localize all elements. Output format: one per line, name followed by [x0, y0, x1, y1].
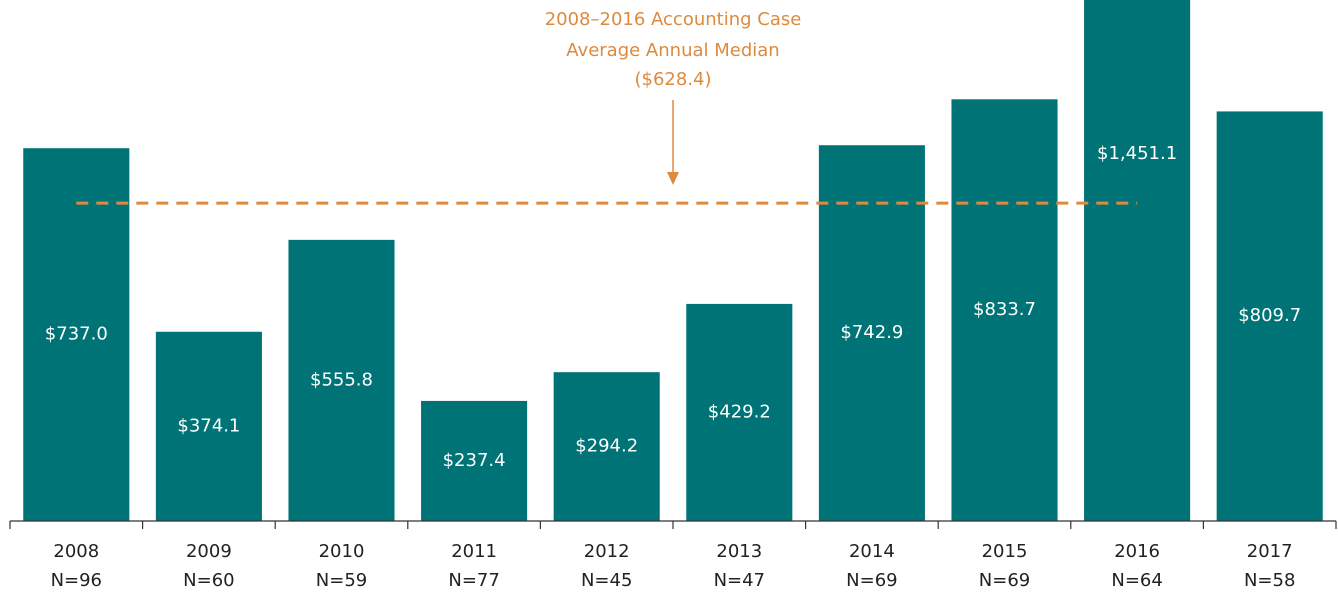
bar [288, 239, 395, 521]
x-tick-label: 2012 [584, 541, 630, 562]
bar [1084, 0, 1191, 521]
x-tick-label: 2009 [186, 541, 232, 562]
bar [155, 331, 262, 521]
bar [421, 400, 528, 521]
sample-size-label: N=69 [979, 570, 1030, 591]
value-label: $833.7 [973, 299, 1036, 320]
sample-size-label: N=47 [714, 570, 765, 591]
x-tick-label: 2014 [849, 541, 895, 562]
value-label: $1,451.1 [1097, 143, 1177, 164]
sample-size-label: N=96 [51, 570, 102, 591]
sample-size-label: N=59 [316, 570, 367, 591]
value-label: $555.8 [310, 369, 373, 390]
value-label: $374.1 [177, 415, 240, 436]
sample-size-label: N=58 [1244, 570, 1295, 591]
reference-label: 2008–2016 Accounting Case [545, 9, 802, 30]
x-tick-label: 2017 [1247, 541, 1293, 562]
value-label: $429.2 [708, 401, 771, 422]
x-tick-label: 2015 [982, 541, 1028, 562]
x-tick-label: 2013 [716, 541, 762, 562]
x-tick-label: 2016 [1114, 541, 1160, 562]
sample-size-label: N=69 [846, 570, 897, 591]
bar [818, 145, 925, 521]
sample-size-label: N=60 [183, 570, 234, 591]
value-label: $809.7 [1238, 305, 1301, 326]
bar [23, 148, 130, 521]
reference-label: ($628.4) [634, 69, 711, 90]
reference-label: Average Annual Median [566, 40, 779, 61]
x-tick-label: 2008 [53, 541, 99, 562]
value-label: $294.2 [575, 436, 638, 457]
sample-size-label: N=64 [1111, 570, 1162, 591]
value-label: $737.0 [45, 324, 108, 345]
plot-area [23, 0, 1323, 521]
sample-size-label: N=45 [581, 570, 632, 591]
bar [1216, 111, 1323, 521]
annotation-arrowhead [667, 172, 679, 185]
bar [686, 303, 793, 521]
bar [553, 372, 660, 521]
value-label: $237.4 [443, 450, 506, 471]
x-tick-label: 2011 [451, 541, 497, 562]
x-tick-label: 2010 [319, 541, 365, 562]
value-label: $742.9 [840, 322, 903, 343]
sample-size-label: N=77 [448, 570, 499, 591]
bar [951, 99, 1058, 521]
